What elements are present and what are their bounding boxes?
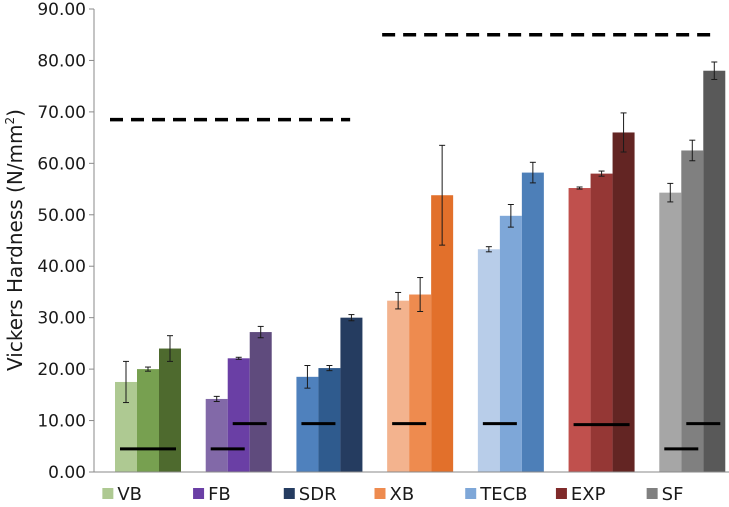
legend-item-sf: SF (646, 484, 684, 505)
bar (499, 215, 522, 472)
plot-area (115, 61, 726, 473)
y-tick-label: 10.00 (37, 412, 86, 432)
y-axis: 0.00 10.00 20.00 30.00 40.00 50.00 60.00 70.00 8… (37, 0, 94, 483)
legend-swatch (465, 488, 477, 499)
bar (340, 317, 363, 472)
bar-group-tecb (477, 161, 544, 473)
bar (703, 70, 726, 472)
legend-item-sdr: SDR (283, 484, 337, 505)
bar-group-fb (205, 325, 272, 472)
legend-swatch (283, 488, 295, 499)
bar-group-sdr (296, 314, 363, 472)
legend-item-fb: FB (193, 484, 231, 505)
bar (568, 188, 591, 472)
bar (227, 358, 250, 472)
bar (159, 348, 181, 472)
bar-group-vb (115, 335, 181, 472)
legend-swatch (102, 488, 114, 499)
bar (681, 150, 704, 472)
y-tick-label: 0.00 (48, 463, 86, 483)
annotation-lines (110, 32, 721, 451)
y-tick-label: 30.00 (37, 309, 86, 329)
y-tick-label: 60.00 (37, 154, 86, 174)
svg-text:Vickers Hardness (N/mm2): Vickers Hardness (N/mm2) (3, 109, 27, 371)
y-axis-title: Vickers Hardness (N/mm2) (3, 109, 27, 371)
y-tick-label: 50.00 (37, 206, 86, 226)
legend-item-exp: EXP (555, 484, 606, 505)
bar (590, 173, 613, 472)
legend-item-xb: XB (374, 484, 415, 505)
bar (612, 132, 635, 472)
legend-swatch (555, 488, 567, 499)
y-tick-label: 80.00 (37, 51, 86, 71)
legend-label: SDR (299, 484, 337, 505)
bar-group-exp (568, 112, 635, 472)
y-tick-label: 20.00 (37, 360, 86, 380)
bar (137, 369, 159, 472)
bar (431, 195, 454, 472)
legend-swatch (646, 488, 658, 499)
legend-label: VB (117, 484, 142, 505)
y-axis-title-superscript: 2 (3, 117, 17, 125)
bar (521, 172, 544, 473)
bar (318, 368, 341, 472)
legend-swatch (193, 488, 205, 499)
legend-label: FB (208, 484, 231, 505)
bar (477, 249, 500, 472)
bar (205, 398, 228, 472)
legend-item-vb: VB (102, 484, 142, 505)
legend: VB FB SDR XB TECB EXP SF (102, 484, 683, 505)
legend-swatch (374, 488, 386, 499)
bar-group-xb (387, 144, 454, 472)
legend-label: TECB (479, 484, 527, 505)
y-axis-title-suffix: ) (3, 109, 27, 117)
bar (659, 192, 682, 472)
bar-group-sf (659, 61, 726, 472)
legend-label: EXP (571, 484, 606, 505)
y-tick-label: 90.00 (37, 0, 86, 20)
bar (409, 294, 432, 472)
bar (249, 332, 272, 472)
y-axis-title-main: Vickers Hardness (N/mm (3, 124, 27, 370)
y-tick-label: 40.00 (37, 257, 86, 277)
y-tick-label: 70.00 (37, 103, 86, 123)
legend-label: XB (390, 484, 415, 505)
legend-item-tecb: TECB (465, 484, 528, 505)
bar (387, 300, 410, 472)
legend-label: SF (662, 484, 684, 505)
